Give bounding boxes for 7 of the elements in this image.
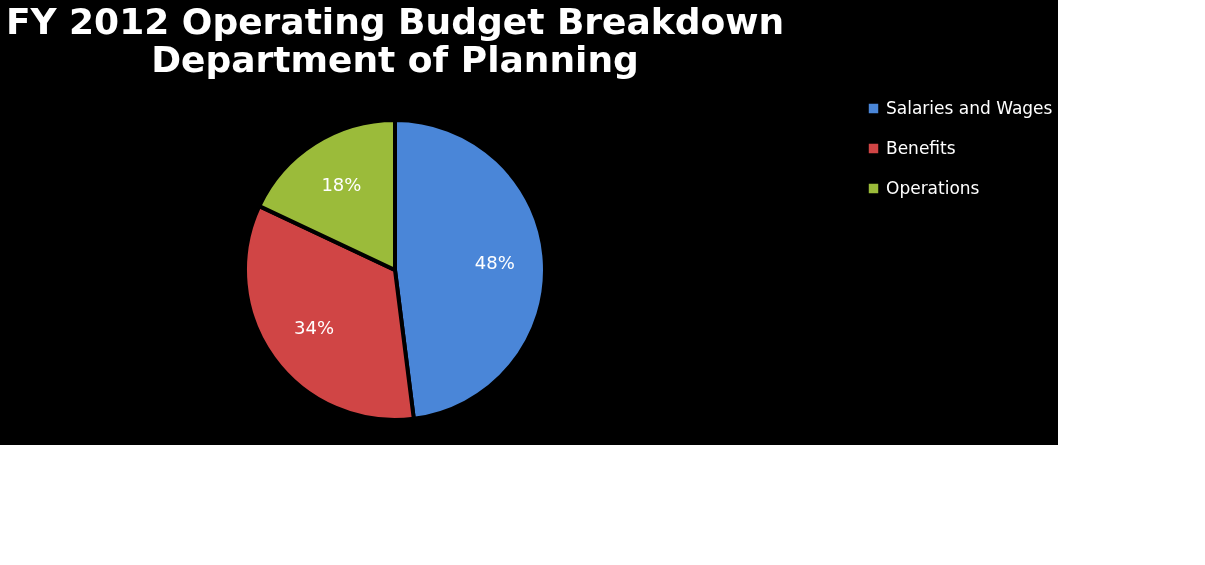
legend-label: Salaries and Wages [886,97,1053,118]
legend-label: Operations [886,177,980,198]
legend-label: Benefits [886,137,956,158]
data-label: 18% [321,173,362,195]
chart-title: FY 2012 Operating Budget Breakdown Department of Planning [5,1,785,80]
data-label: 34% [294,316,335,338]
data-label: 48% [474,251,515,273]
